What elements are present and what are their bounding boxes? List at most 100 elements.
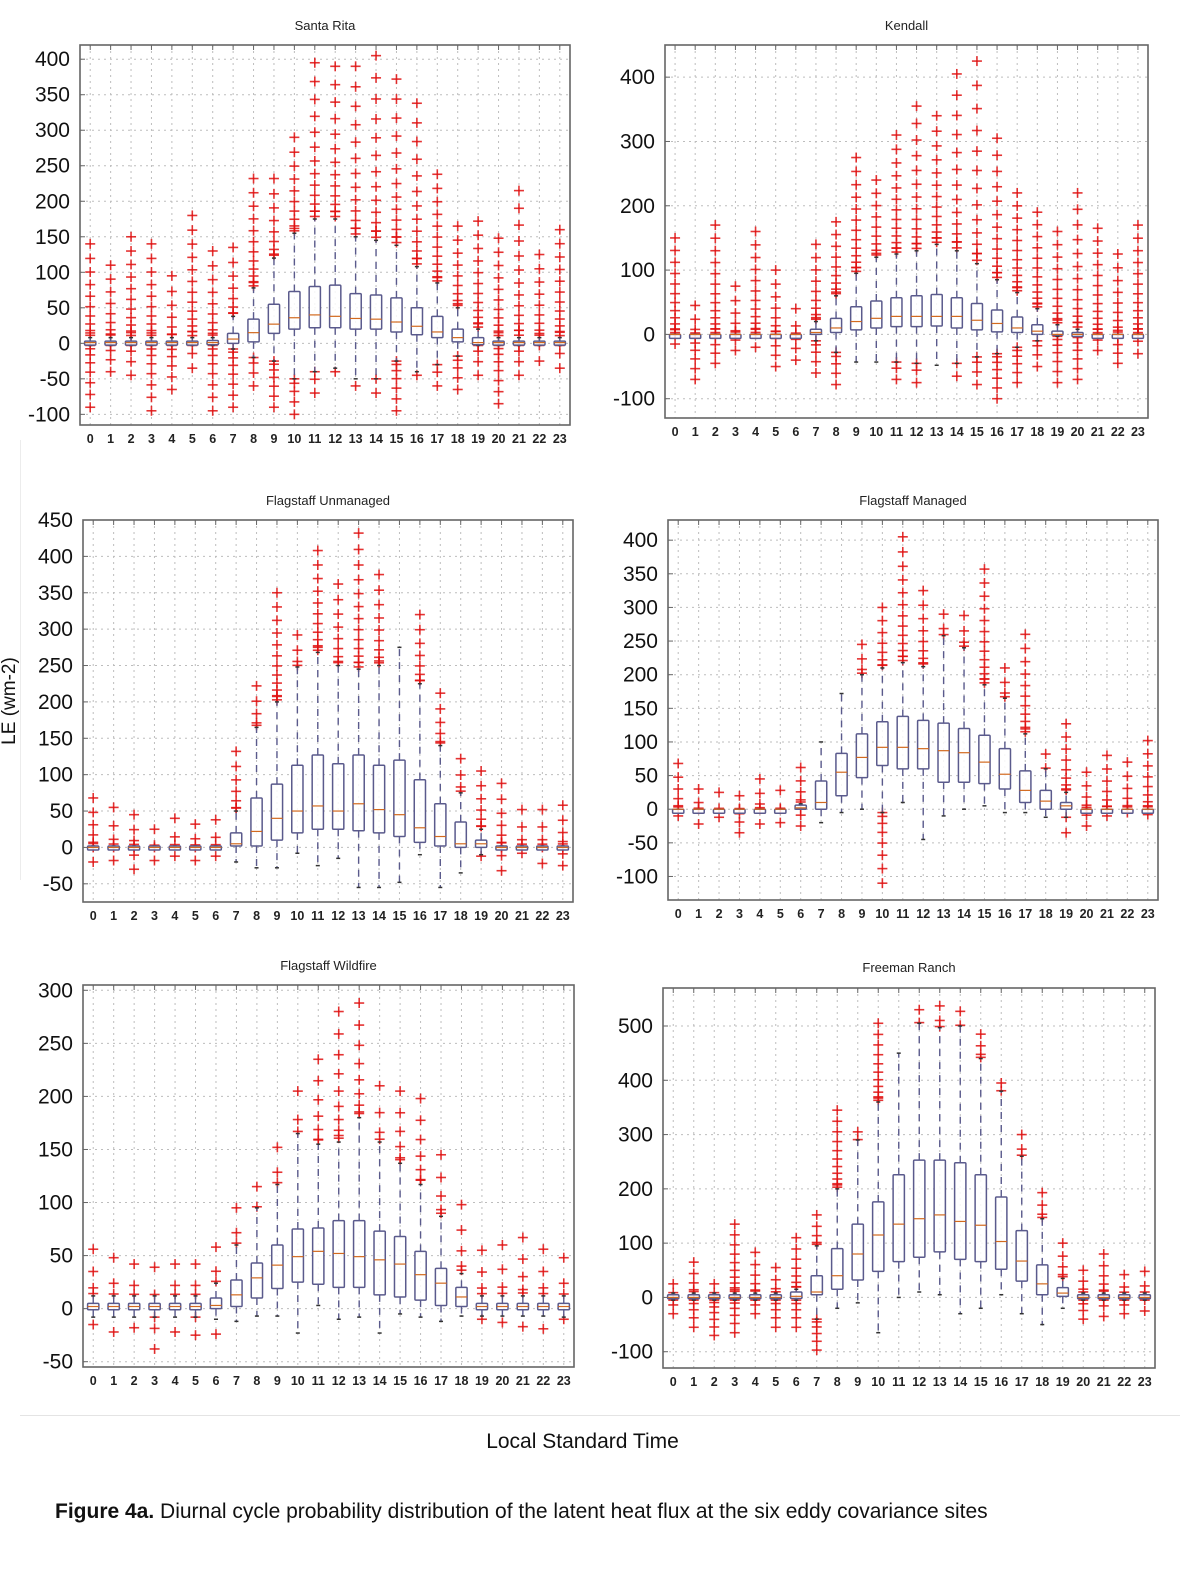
outlier-marker xyxy=(734,817,745,828)
outlier-marker xyxy=(516,834,527,845)
x-tick-label: 19 xyxy=(471,432,485,446)
y-tick-label: 100 xyxy=(623,731,658,754)
box-hour-19 xyxy=(1056,1238,1070,1310)
outlier-marker xyxy=(228,379,239,390)
outlier-marker xyxy=(85,367,96,378)
outlier-marker xyxy=(513,185,524,196)
outlier-marker xyxy=(891,194,902,205)
outlier-marker xyxy=(1052,293,1063,304)
outlier-marker xyxy=(473,370,484,381)
x-tick-label: 16 xyxy=(414,1374,428,1388)
box-hour-12 xyxy=(916,585,930,841)
box-hour-14 xyxy=(369,50,383,399)
outlier-marker xyxy=(710,288,721,299)
x-tick-label: 8 xyxy=(838,907,845,921)
x-tick-label: 18 xyxy=(451,432,465,446)
outlier-marker xyxy=(714,787,725,798)
x-tick-label: 9 xyxy=(273,909,280,923)
outlier-marker xyxy=(248,357,259,368)
outlier-marker xyxy=(911,214,922,225)
outlier-marker xyxy=(750,1259,761,1270)
box-iqr xyxy=(451,328,465,343)
box-hour-3 xyxy=(733,790,746,838)
y-tick-label: 200 xyxy=(623,664,658,687)
outlier-marker xyxy=(350,205,361,216)
outlier-marker xyxy=(856,664,867,675)
box-hour-0 xyxy=(83,238,97,413)
outlier-marker xyxy=(126,272,137,283)
outlier-marker xyxy=(146,238,157,249)
outlier-marker xyxy=(871,175,882,186)
outlier-marker xyxy=(1072,345,1083,356)
outlier-marker xyxy=(309,374,320,385)
outlier-marker xyxy=(770,1262,781,1273)
outlier-marker xyxy=(251,696,262,707)
x-tick-label: 17 xyxy=(430,432,444,446)
outlier-marker xyxy=(1112,275,1123,286)
outlier-marker xyxy=(88,819,99,830)
outlier-marker xyxy=(146,358,157,369)
outlier-marker xyxy=(1139,1306,1150,1316)
outlier-marker xyxy=(289,409,300,420)
outlier-marker xyxy=(169,831,180,842)
outlier-marker xyxy=(791,1312,802,1323)
x-tick-label: 22 xyxy=(1117,1375,1131,1389)
outlier-marker xyxy=(354,1040,365,1051)
outlier-marker xyxy=(88,807,99,818)
outlier-marker xyxy=(473,216,484,227)
outlier-marker xyxy=(992,233,1003,244)
outlier-marker xyxy=(951,218,962,229)
outlier-marker xyxy=(268,226,279,237)
outlier-marker xyxy=(931,167,942,178)
x-tick-label: 7 xyxy=(233,1374,240,1388)
outlier-marker xyxy=(831,252,842,263)
box-hour-5 xyxy=(769,1262,783,1333)
y-tick-label: 200 xyxy=(618,1178,653,1201)
outlier-marker xyxy=(330,113,341,124)
box-iqr xyxy=(871,1201,885,1273)
outlier-marker xyxy=(455,769,466,780)
box-hour-16 xyxy=(990,133,1004,404)
x-tick-label: 11 xyxy=(896,907,909,921)
outlier-marker xyxy=(1132,233,1143,244)
outlier-marker xyxy=(414,624,425,635)
outlier-marker xyxy=(473,255,484,266)
outlier-marker xyxy=(313,1075,324,1086)
x-tick-label: 2 xyxy=(131,1374,138,1388)
outlier-marker xyxy=(251,1181,262,1192)
outlier-marker xyxy=(228,257,239,268)
box-hour-5 xyxy=(185,210,199,374)
box-hour-7 xyxy=(226,242,240,413)
outlier-marker xyxy=(832,1126,843,1137)
outlier-marker xyxy=(251,708,262,719)
outlier-marker xyxy=(1092,298,1103,309)
box-hour-15 xyxy=(978,564,991,807)
x-tick-label: 18 xyxy=(1039,907,1053,921)
outlier-marker xyxy=(1101,776,1112,787)
outlier-marker xyxy=(190,833,201,844)
box-hour-15 xyxy=(393,1086,407,1315)
box-iqr xyxy=(1039,789,1053,810)
box-iqr xyxy=(748,1293,762,1300)
outlier-marker xyxy=(831,261,842,272)
outlier-marker xyxy=(146,310,157,321)
x-tick-label: 3 xyxy=(732,425,739,439)
box-hour-5 xyxy=(769,265,782,372)
outlier-marker xyxy=(750,295,761,306)
outlier-marker xyxy=(1132,297,1143,308)
outlier-marker xyxy=(371,226,382,237)
outlier-marker xyxy=(831,229,842,240)
box-iqr xyxy=(1031,324,1044,336)
box-hour-9 xyxy=(849,152,863,363)
outlier-marker xyxy=(851,204,862,215)
outlier-marker xyxy=(371,166,382,177)
box-hour-19 xyxy=(474,766,488,862)
outlier-marker xyxy=(207,274,218,285)
outlier-marker xyxy=(971,214,982,225)
outlier-marker xyxy=(493,304,504,315)
outlier-marker xyxy=(129,824,140,835)
outlier-marker xyxy=(350,137,361,148)
y-tick-label: 200 xyxy=(620,195,655,218)
outlier-marker xyxy=(166,371,177,382)
outlier-marker xyxy=(1112,262,1123,273)
